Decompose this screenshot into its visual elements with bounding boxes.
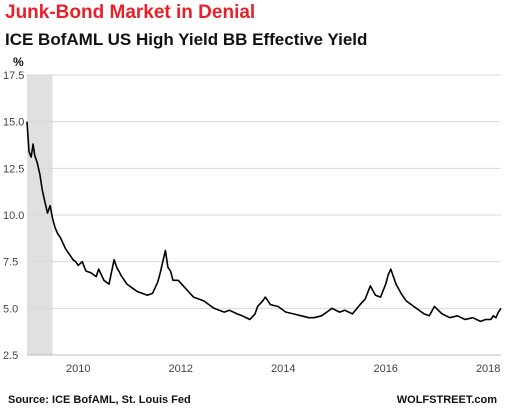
source-note: Source: ICE BofAML, St. Louis Fed [8, 394, 191, 406]
x-tick-labels: 2010 2012 2014 2016 2018 [66, 363, 500, 375]
x-tick-label: 2018 [476, 363, 500, 375]
chart-title: Junk-Bond Market in Denial [5, 2, 256, 23]
x-tick-label: 2016 [373, 363, 397, 375]
y-tick-labels: 2.5 5.0 7.5 10.0 12.5 15.0 17.5 [3, 70, 24, 362]
series-line [26, 121, 502, 323]
y-tick-label: 10.0 [3, 210, 24, 222]
y-tick-label: 15.0 [3, 117, 24, 129]
y-tick-label: 7.5 [3, 257, 18, 269]
y-tick-label: 5.0 [3, 303, 18, 315]
y-gridlines [27, 74, 501, 356]
y-axis-label: % [13, 55, 24, 69]
x-tick-label: 2012 [168, 363, 192, 375]
y-tick-label: 12.5 [3, 163, 24, 175]
x-tick-label: 2014 [271, 363, 295, 375]
x-tick-label: 2010 [66, 363, 90, 375]
y-tick-label: 17.5 [3, 70, 24, 82]
brand-watermark: WOLFSTREET.com [396, 394, 497, 406]
chart-subtitle: ICE BofAML US High Yield BB Effective Yi… [5, 30, 368, 49]
y-tick-label: 2.5 [3, 350, 18, 362]
